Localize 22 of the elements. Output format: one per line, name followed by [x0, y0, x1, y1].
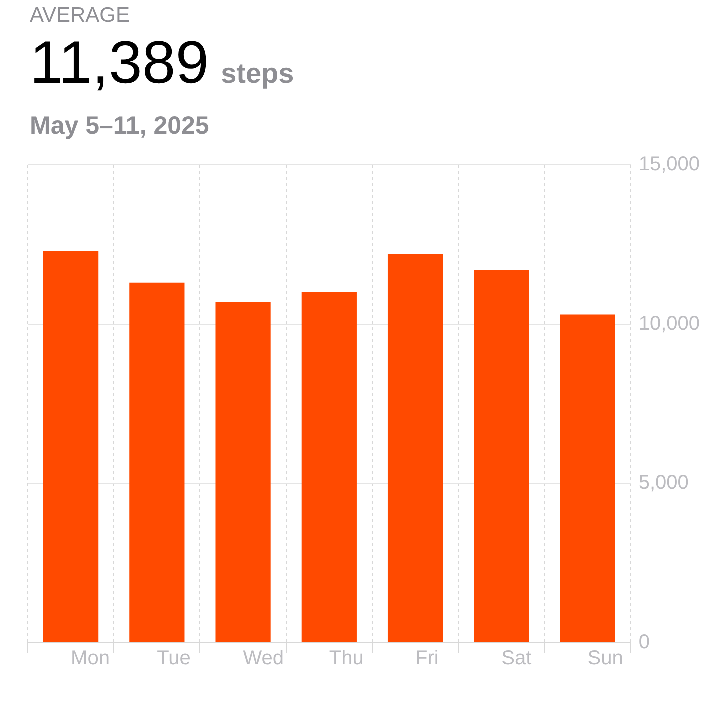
x-tick-label: Fri	[416, 648, 439, 670]
x-tick-label: Tue	[157, 648, 191, 670]
bar	[474, 270, 530, 642]
y-tick-label: 5,000	[638, 472, 689, 494]
bar	[302, 292, 357, 642]
text: 11,389	[30, 29, 210, 96]
x-tick-label: Mon	[71, 648, 110, 670]
bar	[130, 282, 185, 642]
x-tick-label: Sun	[588, 648, 624, 670]
bar	[388, 254, 444, 642]
x-tick-label: Sat	[502, 648, 532, 670]
x-tick-label: Wed	[243, 648, 284, 670]
y-tick-label: 0	[638, 632, 650, 654]
x-tick-label: Thu	[329, 648, 364, 670]
bar	[216, 302, 271, 642]
bar	[560, 314, 616, 642]
bar	[44, 251, 99, 642]
chart-title: AVERAGE	[30, 4, 131, 28]
y-tick-label: 15,000	[638, 154, 700, 176]
chart-subtitle: May 5–11, 2025	[30, 112, 210, 141]
text: steps	[221, 58, 294, 89]
y-tick-label: 10,000	[638, 312, 700, 335]
